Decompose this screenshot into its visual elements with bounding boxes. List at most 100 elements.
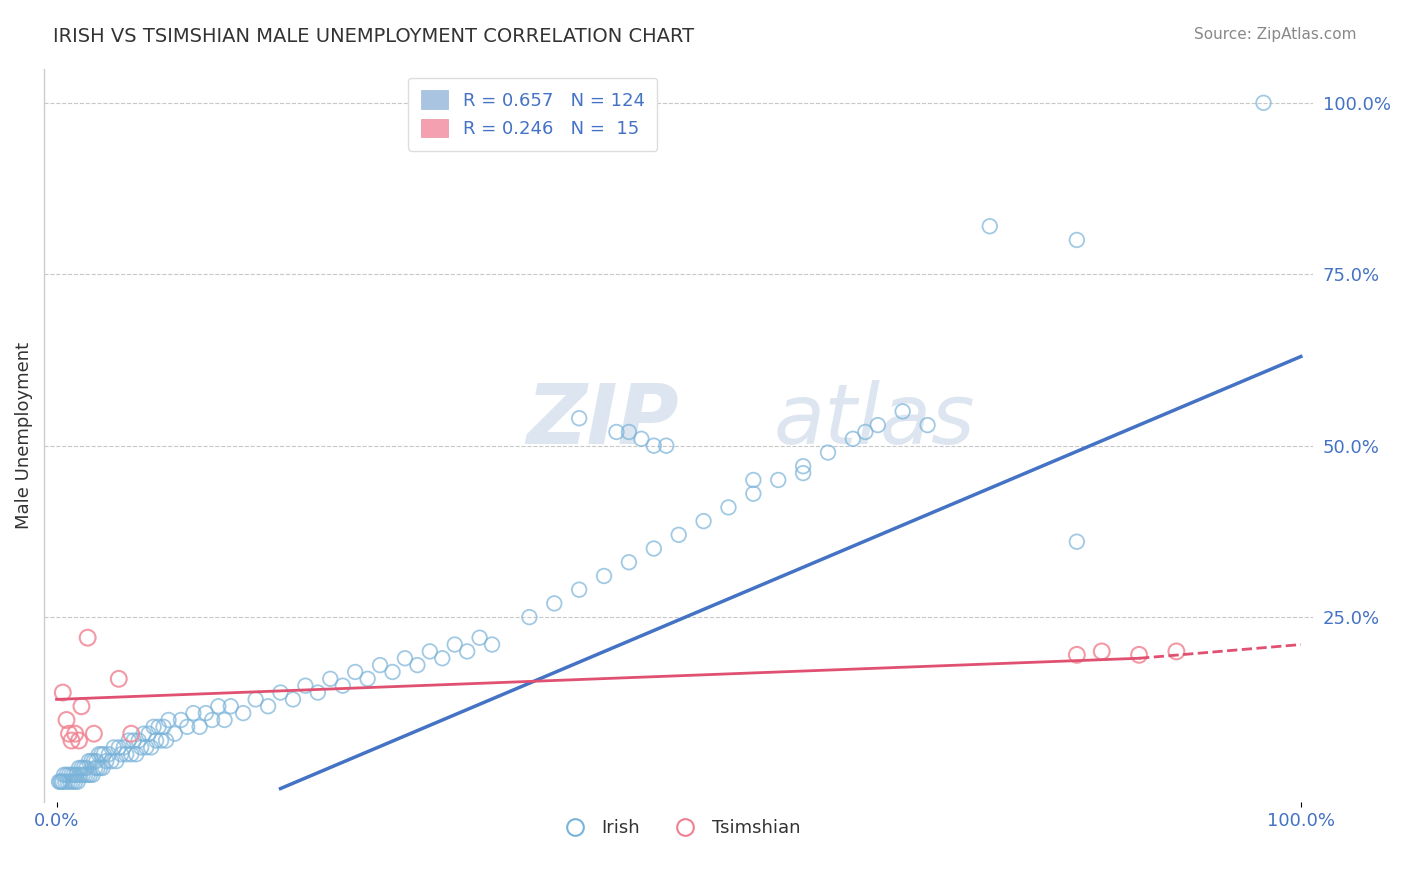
Point: [630, 432, 652, 446]
Point: [381, 665, 404, 679]
Point: [139, 740, 162, 755]
Point: [1066, 648, 1088, 662]
Point: [107, 672, 129, 686]
Point: [83, 754, 105, 768]
Point: [219, 699, 242, 714]
Point: [792, 459, 814, 474]
Point: [65, 768, 87, 782]
Point: [58, 768, 80, 782]
Point: [76, 768, 98, 782]
Point: [63, 774, 86, 789]
Text: IRISH VS TSIMSHIAN MALE UNEMPLOYMENT CORRELATION CHART: IRISH VS TSIMSHIAN MALE UNEMPLOYMENT COR…: [53, 27, 695, 45]
Point: [917, 418, 939, 433]
Point: [866, 418, 889, 433]
Point: [394, 651, 416, 665]
Point: [406, 658, 429, 673]
Point: [122, 733, 145, 747]
Point: [107, 740, 129, 755]
Point: [1128, 648, 1150, 662]
Point: [456, 644, 478, 658]
Point: [72, 768, 94, 782]
Point: [148, 720, 170, 734]
Point: [294, 679, 316, 693]
Point: [75, 768, 97, 782]
Point: [163, 727, 186, 741]
Point: [82, 768, 104, 782]
Point: [53, 768, 76, 782]
Point: [90, 747, 112, 762]
Text: atlas: atlas: [773, 380, 976, 461]
Point: [307, 685, 329, 699]
Point: [742, 486, 765, 500]
Point: [842, 432, 865, 446]
Point: [125, 747, 148, 762]
Point: [692, 514, 714, 528]
Point: [79, 768, 101, 782]
Point: [75, 761, 97, 775]
Point: [55, 713, 77, 727]
Point: [150, 733, 173, 747]
Point: [207, 699, 229, 714]
Point: [52, 774, 75, 789]
Point: [1066, 233, 1088, 247]
Point: [129, 740, 152, 755]
Point: [232, 706, 254, 720]
Point: [245, 692, 267, 706]
Point: [53, 774, 76, 789]
Point: [60, 768, 83, 782]
Point: [468, 631, 491, 645]
Point: [63, 727, 86, 741]
Point: [792, 466, 814, 480]
Point: [1253, 95, 1275, 110]
Point: [73, 761, 96, 775]
Point: [643, 439, 665, 453]
Point: [56, 774, 79, 789]
Point: [643, 541, 665, 556]
Point: [83, 727, 105, 741]
Point: [69, 768, 91, 782]
Point: [188, 720, 211, 734]
Point: [63, 768, 86, 782]
Point: [543, 596, 565, 610]
Point: [142, 720, 165, 734]
Point: [115, 747, 138, 762]
Point: [319, 672, 342, 686]
Point: [155, 733, 177, 747]
Point: [120, 747, 142, 762]
Point: [979, 219, 1001, 234]
Point: [62, 774, 84, 789]
Point: [668, 528, 690, 542]
Point: [655, 439, 678, 453]
Point: [66, 774, 89, 789]
Point: [432, 651, 454, 665]
Point: [97, 747, 120, 762]
Point: [52, 685, 75, 699]
Text: ZIP: ZIP: [526, 380, 679, 461]
Point: [132, 727, 155, 741]
Point: [617, 555, 640, 569]
Point: [157, 713, 180, 727]
Point: [135, 740, 157, 755]
Point: [519, 610, 541, 624]
Point: [86, 754, 108, 768]
Point: [717, 500, 740, 515]
Point: [128, 733, 150, 747]
Point: [48, 774, 70, 789]
Y-axis label: Male Unemployment: Male Unemployment: [15, 342, 32, 529]
Point: [201, 713, 224, 727]
Point: [1091, 644, 1114, 658]
Point: [176, 720, 198, 734]
Point: [419, 644, 441, 658]
Point: [568, 411, 591, 425]
Point: [768, 473, 790, 487]
Point: [110, 747, 132, 762]
Point: [58, 727, 80, 741]
Point: [344, 665, 367, 679]
Point: [80, 754, 103, 768]
Point: [152, 720, 174, 734]
Point: [1066, 534, 1088, 549]
Point: [617, 425, 640, 439]
Point: [70, 761, 93, 775]
Point: [183, 706, 205, 720]
Point: [49, 774, 72, 789]
